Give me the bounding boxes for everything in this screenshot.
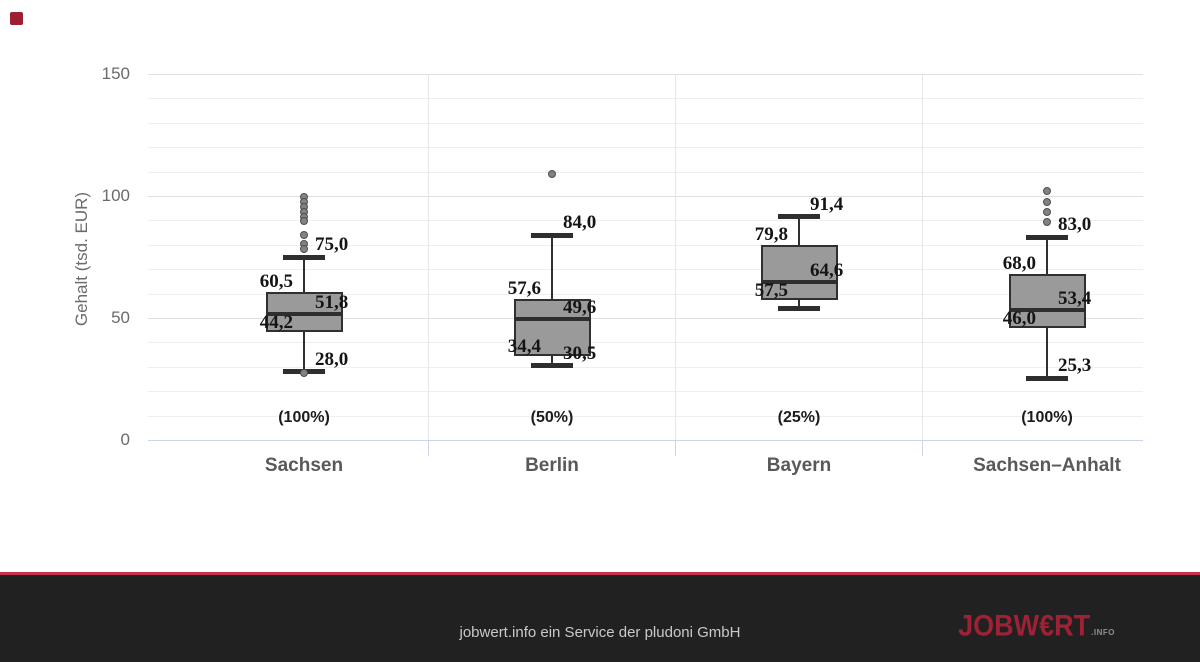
boxplot-box <box>1008 274 1086 328</box>
outlier-dot <box>300 231 308 240</box>
jobwert-logo: JOBW€RT.INFO <box>958 609 1115 643</box>
outlier-dot <box>300 216 308 225</box>
outlier-dot <box>1043 207 1051 216</box>
label-whisker-low: 30,5 <box>563 342 597 364</box>
category-separator <box>428 74 429 440</box>
whisker-stem-lower <box>303 332 305 372</box>
y-tick-label: 100 <box>101 186 130 205</box>
whisker-cap-low <box>531 363 573 369</box>
share-label: (100%) <box>1021 409 1073 426</box>
outlier-dot <box>1043 198 1051 207</box>
minor-gridline <box>148 416 1143 417</box>
jobwert-logo-suffix: .INFO <box>1091 628 1115 637</box>
label-q1: 44,2 <box>259 312 293 334</box>
boxplot-box <box>513 299 591 357</box>
jobwert-logo-text: JOBW€RT <box>958 609 1091 643</box>
whisker-cap-low <box>778 305 820 311</box>
y-tick-label: 150 <box>101 64 130 83</box>
label-median: 51,8 <box>315 291 349 313</box>
boxplot-chart: Gehalt (tsd. EUR) 0 50 100 150 75,0 60,5 51,8 4… <box>72 64 1143 476</box>
axis-tick <box>675 441 676 456</box>
minor-gridline <box>148 367 1143 368</box>
outlier-dot <box>1043 217 1051 226</box>
share-label: (25%) <box>777 409 821 426</box>
major-gridline <box>148 318 1143 319</box>
whisker-cap-high <box>1026 234 1068 240</box>
outlier-dot <box>300 369 308 378</box>
whisker-cap-low <box>1026 375 1068 381</box>
label-q3: 79,8 <box>754 224 788 246</box>
label-q1: 34,4 <box>507 336 541 358</box>
category-separator <box>922 74 923 440</box>
whisker-stem-lower <box>1046 327 1048 379</box>
whisker-cap-high <box>283 254 325 260</box>
category-label: Berlin <box>525 455 579 476</box>
median-line <box>265 311 343 316</box>
label-q3: 68,0 <box>1002 253 1036 275</box>
whisker-stem-upper <box>303 257 305 293</box>
whisker-cap-high <box>778 214 820 220</box>
whisker-stem-lower <box>798 299 800 309</box>
outlier-dot <box>300 244 308 253</box>
label-q3: 60,5 <box>259 271 293 293</box>
axis-tick <box>428 441 429 456</box>
label-median: 53,4 <box>1058 287 1092 309</box>
minor-gridline <box>148 269 1143 270</box>
axis-tick <box>922 441 923 456</box>
x-axis-line <box>148 440 1143 441</box>
label-q1: 46,0 <box>1002 307 1036 329</box>
whisker-stem-upper <box>1046 237 1048 275</box>
footer: jobwert.info ein Service der pludoni Gmb… <box>0 572 1200 662</box>
minor-gridline <box>148 391 1143 392</box>
label-q1: 57,5 <box>754 279 788 301</box>
whisker-stem-upper <box>551 235 553 300</box>
label-whisker-low: 28,0 <box>315 348 349 370</box>
category-label: Bayern <box>766 455 832 476</box>
boxplot-box <box>760 245 838 300</box>
label-whisker-high: 83,0 <box>1058 214 1092 236</box>
label-median: 49,6 <box>563 296 597 318</box>
label-q3: 57,6 <box>507 278 541 300</box>
label-whisker-low: 25,3 <box>1058 355 1092 377</box>
minor-gridline <box>148 123 1143 124</box>
median-line <box>513 316 591 321</box>
share-label: (100%) <box>278 409 330 426</box>
y-tick-label: 50 <box>111 308 130 327</box>
minor-gridline <box>148 147 1143 148</box>
category-label: Sachsen <box>264 455 344 476</box>
minor-gridline <box>148 245 1143 246</box>
whisker-stem-upper <box>798 216 800 246</box>
minor-gridline <box>148 98 1143 99</box>
minor-gridline <box>148 220 1143 221</box>
category-separator <box>675 74 676 440</box>
label-whisker-high: 75,0 <box>315 234 349 255</box>
minor-gridline <box>148 342 1143 343</box>
category-label: Sachsen–Anhalt <box>973 455 1121 476</box>
share-label: (50%) <box>530 409 574 426</box>
minor-gridline <box>148 172 1143 173</box>
median-line <box>760 280 838 285</box>
whisker-stem-lower <box>551 356 553 366</box>
footer-service-text: jobwert.info ein Service der pludoni Gmb… <box>459 624 741 641</box>
label-median: 64,6 <box>810 260 844 282</box>
whisker-cap-high <box>531 232 573 238</box>
major-gridline <box>148 196 1143 197</box>
brand-corner-square <box>10 12 23 25</box>
major-gridline <box>148 74 1143 75</box>
outlier-dot <box>548 170 556 179</box>
label-whisker-high: 84,0 <box>563 212 597 234</box>
median-line <box>1008 307 1086 312</box>
minor-gridline <box>148 294 1143 295</box>
outlier-dot <box>1043 187 1051 196</box>
footer-bar: jobwert.info ein Service der pludoni Gmb… <box>0 575 1200 662</box>
footer-divider <box>0 572 1200 575</box>
y-tick-label: 0 <box>120 430 130 449</box>
label-whisker-high: 91,4 <box>810 193 844 215</box>
